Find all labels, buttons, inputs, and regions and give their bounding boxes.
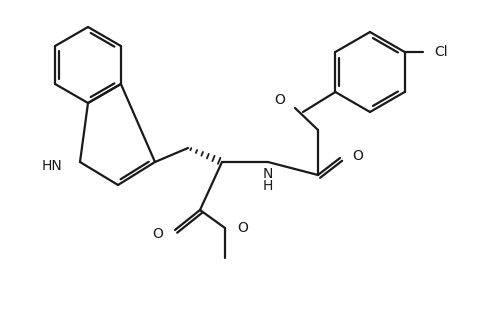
Text: Cl: Cl [435,45,448,59]
Text: H: H [263,179,273,193]
Text: N: N [263,167,273,181]
Text: HN: HN [41,159,62,173]
Text: O: O [237,221,248,235]
Text: O: O [274,93,285,107]
Text: O: O [152,227,163,241]
Text: O: O [352,149,363,163]
